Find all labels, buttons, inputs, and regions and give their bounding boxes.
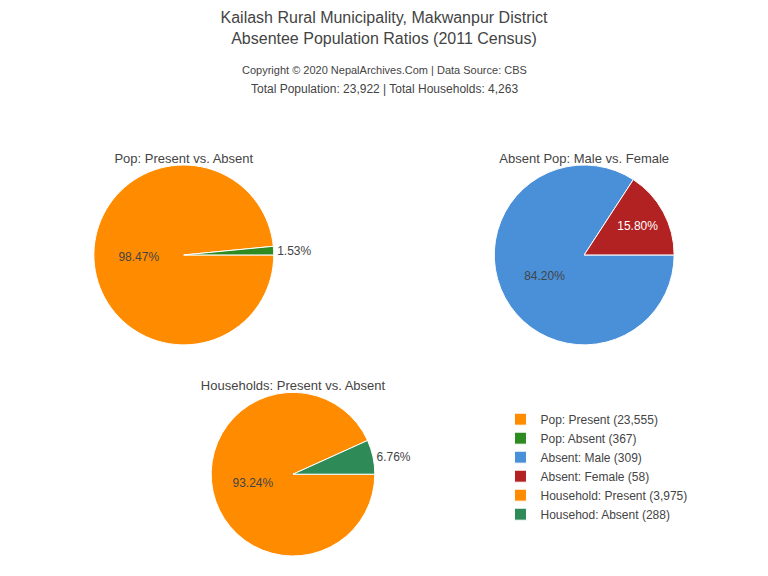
svg-text:Copyright © 2020 NepalArchives: Copyright © 2020 NepalArchives.Com | Dat… [242,64,527,76]
svg-text:Pop: Present (23,555): Pop: Present (23,555) [540,413,657,427]
svg-text:Absent Pop: Male vs. Female: Absent Pop: Male vs. Female [499,151,669,166]
svg-text:Pop: Present vs. Absent: Pop: Present vs. Absent [114,151,253,166]
svg-text:98.47%: 98.47% [118,250,159,264]
svg-text:93.24%: 93.24% [232,476,273,490]
svg-text:1.53%: 1.53% [277,244,311,258]
svg-text:Households: Present vs. Absent: Households: Present vs. Absent [201,378,386,393]
svg-text:Pop: Absent (367): Pop: Absent (367) [540,432,636,446]
svg-text:6.76%: 6.76% [376,450,410,464]
svg-text:Househod: Absent (288): Househod: Absent (288) [540,508,669,522]
svg-text:Household: Present (3,975): Household: Present (3,975) [540,489,687,503]
svg-text:Absent: Female (58): Absent: Female (58) [540,470,649,484]
svg-text:Absent: Male (309): Absent: Male (309) [540,451,641,465]
svg-text:84.20%: 84.20% [524,269,565,283]
svg-text:15.80%: 15.80% [617,219,658,233]
svg-text:Total Population: 23,922 | Tot: Total Population: 23,922 | Total Househo… [251,82,518,96]
svg-text:Kailash Rural Municipality, Ma: Kailash Rural Municipality, Makwanpur Di… [221,9,548,47]
